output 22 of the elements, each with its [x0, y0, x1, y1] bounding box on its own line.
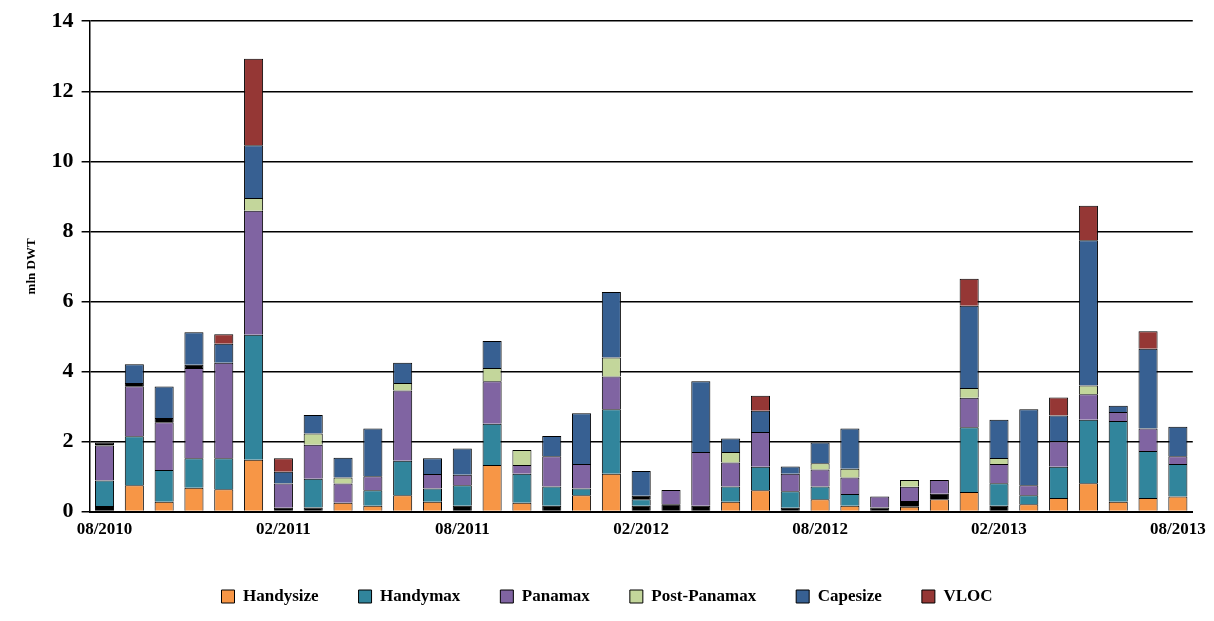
legend-label: Post-Panamax: [651, 585, 757, 605]
x-tick-label: 02/2013: [971, 519, 1027, 539]
legend-label: Handysize: [243, 585, 320, 605]
x-tick-label: 08/2010: [76, 519, 133, 539]
y-tick-label: 14: [51, 6, 74, 32]
x-tick-label: 02/2011: [256, 519, 311, 539]
legend-label: Panamax: [521, 585, 591, 605]
y-tick-label: 0: [62, 497, 74, 523]
legend-label: Handymax: [380, 585, 461, 605]
x-tick-label: 08/2012: [792, 519, 848, 539]
x-tick-label: 08/2013: [1150, 519, 1206, 539]
y-tick-label: 6: [62, 287, 74, 313]
y-tick-label: 12: [51, 76, 74, 102]
y-tick-label: 10: [51, 147, 74, 172]
legend-label: VLOC: [943, 585, 993, 605]
y-tick-label: 2: [62, 427, 74, 453]
y-axis-title: mln DWT: [23, 238, 39, 295]
legend-label: Capesize: [817, 585, 883, 605]
y-tick-label: 4: [62, 357, 74, 383]
x-tick-label: 08/2011: [434, 519, 490, 539]
x-tick-label: 02/2012: [613, 519, 670, 539]
y-tick-label: 8: [62, 217, 74, 243]
